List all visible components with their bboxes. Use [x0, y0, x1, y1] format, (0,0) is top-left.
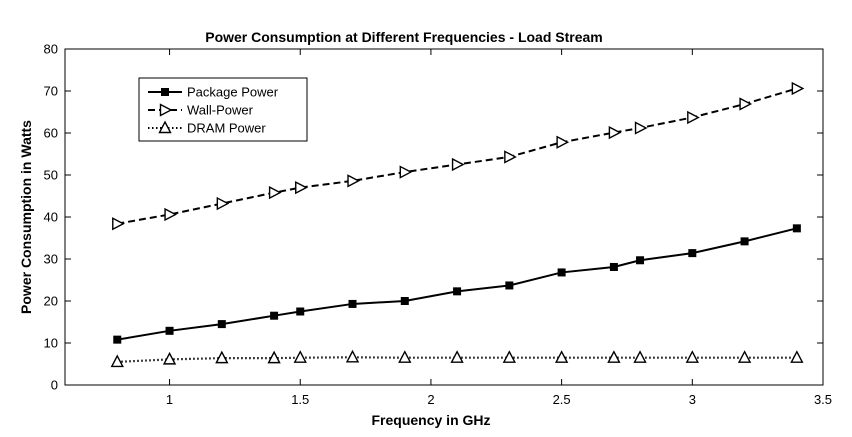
- series-layer: [110, 81, 805, 368]
- y-tick-label: 20: [44, 294, 58, 309]
- wall-power-point: [634, 121, 648, 135]
- y-tick-label: 40: [44, 210, 58, 225]
- wall-power-point: [164, 207, 178, 222]
- chart-title: Power Consumption at Different Frequenci…: [205, 29, 603, 45]
- x-axis-label: Frequency in GHz: [371, 412, 490, 428]
- dram-power-point: [790, 350, 804, 363]
- package-power-point: [270, 311, 279, 320]
- legend: Package Power Wall-Power DRAM Power: [138, 77, 308, 142]
- package-power-point: [636, 256, 645, 265]
- wall-power-point: [216, 196, 230, 211]
- wall-power-point: [739, 97, 753, 111]
- wall-power-point: [347, 174, 361, 188]
- wall-power-point: [687, 110, 700, 125]
- y-tick-label: 30: [44, 252, 58, 267]
- package-power-point: [296, 307, 305, 316]
- package-power-point: [217, 320, 226, 329]
- y-axis-label: Power Consumption in Watts: [18, 120, 34, 314]
- package-power-point: [609, 262, 618, 271]
- wall-power-point: [112, 217, 125, 231]
- dram-power-point: [158, 120, 172, 134]
- wall-power-point: [295, 180, 308, 195]
- wall-power-point: [608, 125, 622, 140]
- series-wall-power: [112, 81, 805, 231]
- wall-power-point: [556, 135, 570, 149]
- dram-power-point: [267, 350, 281, 364]
- package-power-point: [792, 224, 801, 233]
- x-tick-label: 2.5: [553, 392, 571, 407]
- package-power-point: [113, 335, 122, 344]
- package-power-point: [165, 326, 174, 335]
- y-tick-label: 70: [44, 84, 58, 99]
- series-dram-power: [110, 349, 804, 368]
- dram-power-point: [215, 350, 229, 364]
- y-tick-label: 10: [44, 336, 58, 351]
- y-tick-label: 80: [44, 42, 58, 57]
- y-tick-label: 50: [44, 168, 58, 183]
- x-tick-label: 3: [689, 392, 696, 407]
- dram-power-point: [450, 350, 464, 363]
- wall-power-point: [399, 165, 413, 179]
- wall-power-point: [504, 150, 517, 164]
- dram-power-point: [162, 351, 177, 365]
- wall-power-point: [791, 81, 805, 96]
- y-tick-label: 0: [51, 378, 58, 393]
- wall-power-point: [451, 157, 465, 172]
- x-tick-label: 2: [427, 392, 434, 407]
- legend-label-package-power: Package Power: [187, 85, 279, 100]
- package-power-point: [161, 88, 169, 96]
- legend-label-dram-power: DRAM Power: [187, 121, 266, 136]
- wall-power-point: [268, 185, 282, 200]
- series-package-power: [113, 224, 801, 344]
- package-power-point: [505, 281, 514, 290]
- package-power-point: [688, 249, 697, 258]
- dram-power-point: [554, 350, 569, 363]
- dram-power-point: [110, 354, 124, 368]
- legend-label-wall-power: Wall-Power: [187, 103, 254, 118]
- axis-ticks: 1 1.5 2 2.5 3 3.5 0 10 20 30 40 50 60 70 80: [44, 42, 833, 408]
- x-tick-label: 3.5: [814, 392, 832, 407]
- dram-power-point: [737, 350, 752, 363]
- package-power-point: [453, 287, 462, 296]
- package-power-point: [740, 237, 749, 246]
- y-tick-label: 60: [44, 126, 58, 141]
- wall-power-point: [159, 103, 173, 117]
- dram-power-point: [398, 350, 412, 363]
- dram-power-point: [293, 350, 307, 363]
- dram-power-point: [345, 349, 360, 363]
- dram-power-point: [502, 350, 517, 363]
- x-tick-label: 1: [166, 392, 173, 407]
- dram-power-point: [607, 350, 621, 363]
- package-power-point: [348, 299, 357, 308]
- x-tick-label: 1.5: [291, 392, 309, 407]
- dram-power-point: [685, 350, 699, 363]
- dram-power-point: [633, 350, 647, 363]
- package-power-point: [400, 297, 409, 305]
- package-power-point: [557, 268, 566, 277]
